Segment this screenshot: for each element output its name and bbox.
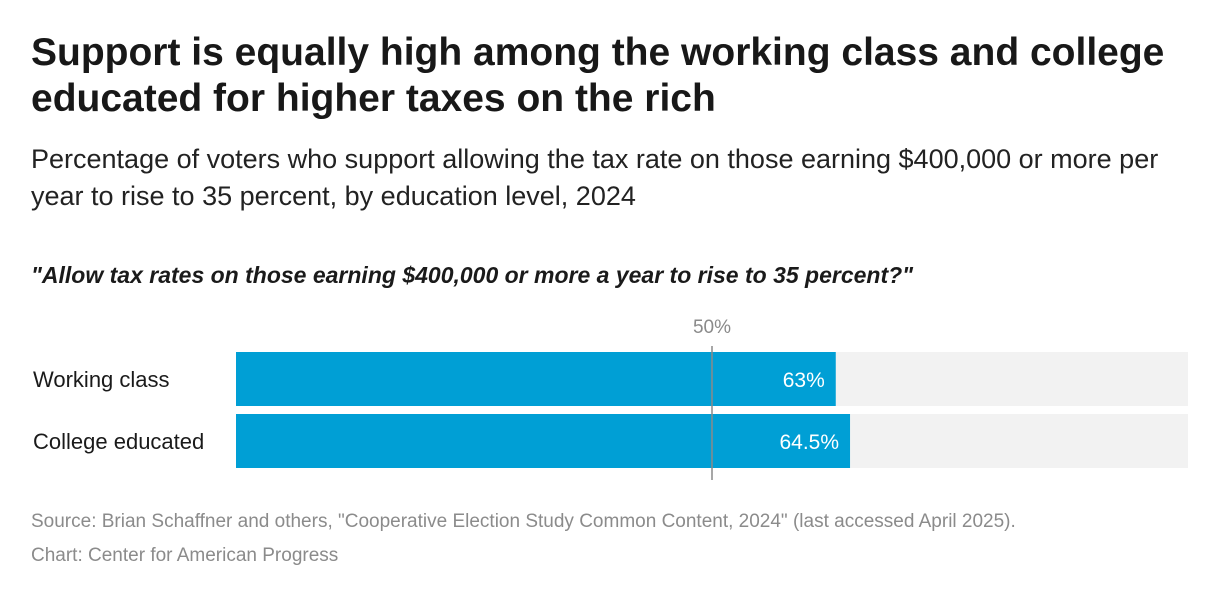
category-label: College educated xyxy=(33,429,204,454)
category-label: Working class xyxy=(33,367,170,392)
chart-title: Support is equally high among the workin… xyxy=(31,31,1165,120)
chart-credit: Chart: Center for American Progress xyxy=(31,545,339,566)
value-label: 64.5% xyxy=(779,431,839,454)
value-label: 63% xyxy=(783,369,825,392)
chart-subtitle: Percentage of voters who support allowin… xyxy=(31,144,1159,211)
bar xyxy=(236,414,851,468)
bar xyxy=(236,352,836,406)
source-note: Source: Brian Schaffner and others, "Coo… xyxy=(31,511,1016,532)
reference-line-label: 50% xyxy=(693,317,731,338)
survey-question: "Allow tax rates on those earning $400,0… xyxy=(31,262,914,288)
